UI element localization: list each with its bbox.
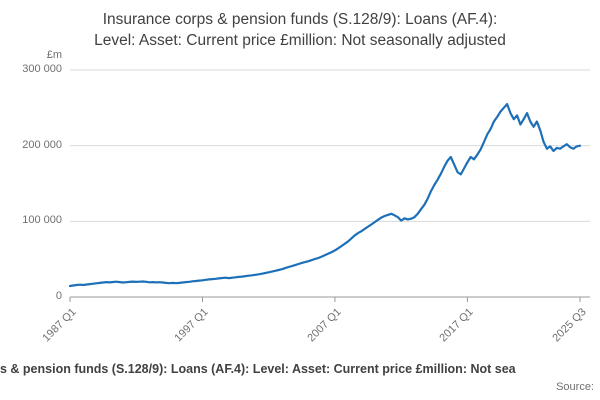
x-tick-label: 1987 Q1: [40, 306, 79, 345]
series-line: [68, 102, 582, 288]
x-tick-label: 2017 Q1: [437, 306, 476, 345]
y-tick-label: 200 000: [22, 138, 62, 151]
plot-area: [68, 69, 590, 302]
footer-caption: s & pension funds (S.128/9): Loans (AF.4…: [0, 362, 516, 376]
y-tick-label: 300 000: [22, 63, 62, 75]
y-tick-label: 0: [55, 290, 62, 302]
chart-title: Insurance corps & pension funds (S.128/9…: [0, 9, 600, 52]
x-tick-label: 1997 Q1: [172, 306, 211, 345]
chart-title-line2: Level: Asset: Current price £million: No…: [94, 32, 506, 50]
x-tick-label: 2007 Q1: [305, 306, 344, 345]
y-axis-unit-label: £m: [46, 49, 62, 61]
chart-title-line1: Insurance corps & pension funds (S.128/9…: [102, 11, 498, 28]
y-tick-label: 100 000: [22, 214, 62, 227]
source-label: Source:: [556, 381, 594, 393]
x-tick-label: 2025 Q3: [550, 306, 589, 345]
